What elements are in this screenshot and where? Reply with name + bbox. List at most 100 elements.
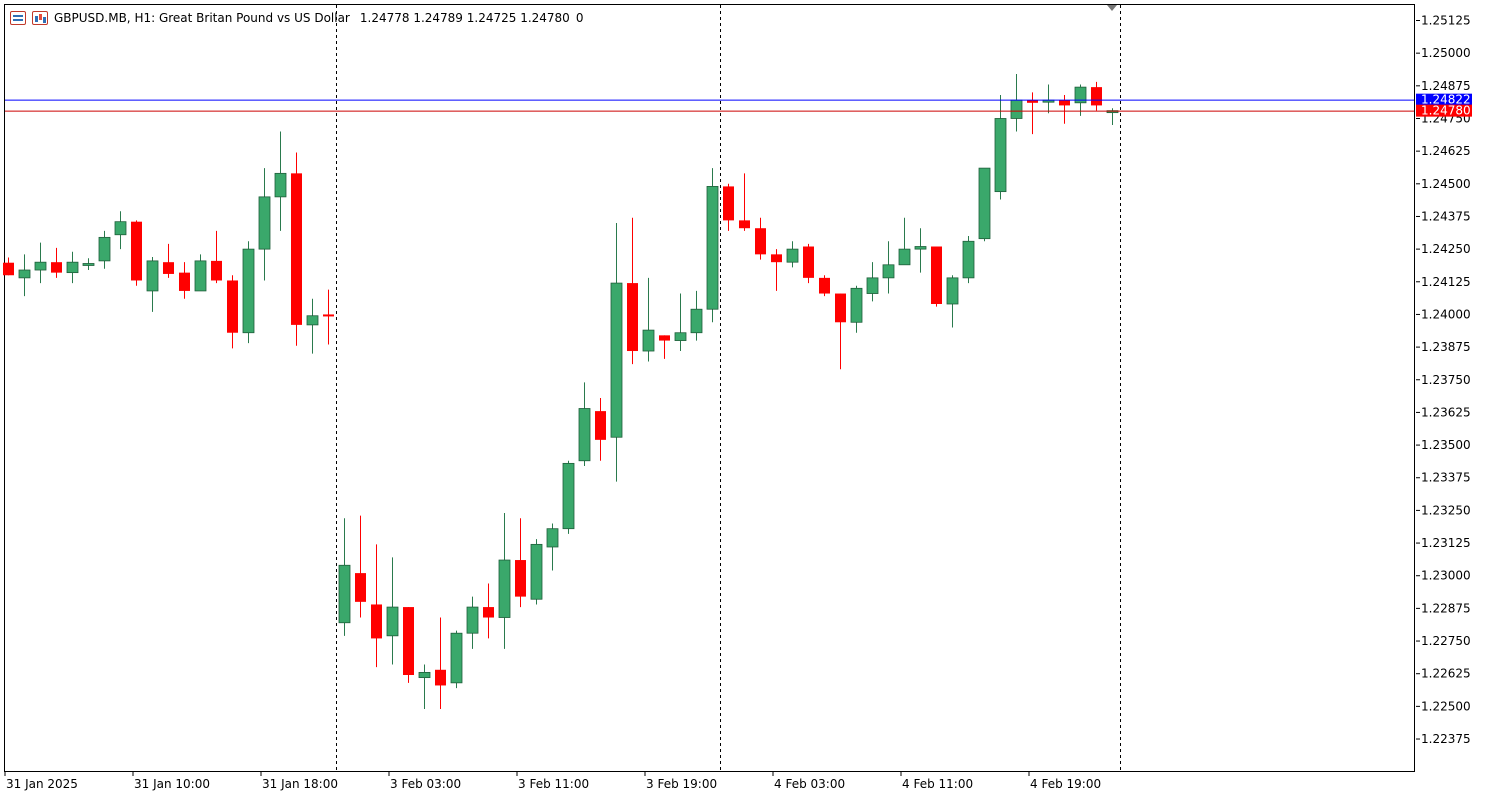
candle-body — [610, 282, 623, 438]
bear-candle — [835, 293, 846, 370]
time-label: 3 Feb 11:00 — [518, 777, 589, 791]
bear-candle — [1091, 81, 1102, 111]
candle-body — [466, 606, 479, 634]
chart-header: GBPUSD.MB, H1: Great Britan Pound vs US … — [10, 10, 583, 26]
bull-candle — [962, 236, 975, 284]
bear-candle — [1059, 94, 1070, 124]
price-label: 1.23750 — [1421, 373, 1471, 387]
bull-candle — [18, 254, 31, 297]
price-label: 1.25125 — [1421, 14, 1471, 28]
candle-body — [355, 573, 366, 602]
candle-body — [674, 332, 687, 341]
candle-body — [435, 669, 446, 686]
candle-body — [163, 262, 174, 274]
bear-candle — [179, 262, 190, 299]
bull-candle — [1010, 74, 1023, 132]
period-separators — [336, 5, 1121, 771]
chart-plot-area[interactable] — [4, 4, 1415, 772]
candle-body — [835, 293, 846, 323]
candle-body — [978, 167, 991, 240]
price-label: 1.24250 — [1421, 242, 1471, 256]
bear-candle — [931, 246, 942, 307]
chart-type-icon[interactable] — [32, 11, 48, 25]
candle-body — [211, 260, 222, 281]
bear-candle — [595, 398, 606, 461]
candle-body — [114, 221, 127, 236]
bull-candle — [786, 241, 799, 268]
bear-candle — [291, 152, 302, 346]
chart-shift-marker[interactable] — [1107, 5, 1117, 11]
chart-properties-icon[interactable] — [10, 11, 26, 25]
bull-candle — [1042, 84, 1055, 114]
price-label: 1.24000 — [1421, 307, 1471, 321]
price-label: 1.22625 — [1421, 667, 1471, 681]
candle-body — [578, 408, 591, 462]
candle-body — [498, 559, 511, 618]
time-label: 31 Jan 18:00 — [262, 777, 338, 791]
price-label: 1.24875 — [1421, 79, 1471, 93]
time-label: 31 Jan 2025 — [6, 777, 78, 791]
candle-body — [946, 277, 959, 305]
bear-candle — [723, 183, 734, 231]
bull-candle — [706, 168, 719, 323]
bull-candle — [882, 241, 895, 294]
candle-body — [483, 607, 494, 618]
candle-body — [898, 248, 911, 266]
candle-body — [914, 246, 927, 250]
price-label: 1.22750 — [1421, 634, 1471, 648]
bull-candle — [82, 258, 95, 271]
bear-candle — [227, 275, 238, 349]
time-label: 4 Feb 03:00 — [774, 777, 845, 791]
bull-candle — [546, 523, 559, 571]
candle-body — [786, 248, 799, 263]
candle-body — [866, 277, 879, 294]
candles — [3, 74, 1119, 709]
candle-body — [3, 262, 14, 276]
candle-body — [291, 173, 302, 325]
candle-body — [18, 269, 31, 279]
bull-candle — [98, 230, 111, 269]
candle-body — [819, 277, 830, 294]
candle-body — [706, 186, 719, 310]
candle-body — [51, 262, 62, 273]
candle-body — [850, 287, 863, 323]
bull-candle — [850, 285, 863, 333]
bull-candle — [914, 228, 927, 273]
price-label: 1.24375 — [1421, 209, 1471, 223]
bear-candle — [771, 249, 782, 291]
bull-candle — [898, 217, 911, 266]
price-label: 1.25000 — [1421, 46, 1471, 60]
bull-candle — [674, 293, 687, 352]
bull-candle — [498, 513, 511, 649]
time-label: 31 Jan 10:00 — [134, 777, 210, 791]
candle-body — [66, 261, 79, 274]
candle-body — [146, 260, 159, 292]
bull-candle — [258, 168, 271, 281]
candle-body — [386, 606, 399, 637]
time-label: 3 Feb 19:00 — [646, 777, 717, 791]
candle-body — [659, 335, 670, 341]
bull-candle — [642, 277, 655, 362]
price-label: 1.24500 — [1421, 177, 1471, 191]
bid-price-tag-bg — [1416, 93, 1472, 106]
bull-candle — [994, 94, 1007, 200]
bear-candle — [163, 243, 174, 278]
price-axis: 1.251251.250001.248751.247501.246251.245… — [1416, 14, 1471, 746]
candle-body — [242, 248, 255, 334]
bull-candle — [306, 298, 319, 354]
bull-candle — [562, 460, 575, 534]
ask-price-tag-label: 1.24780 — [1421, 104, 1471, 118]
candle-body — [1074, 86, 1087, 104]
bear-candle — [131, 220, 142, 286]
bull-candle — [386, 557, 399, 665]
candle-body — [274, 172, 287, 198]
candle-body — [227, 280, 238, 333]
price-label: 1.23250 — [1421, 503, 1471, 517]
tick-volume: 0 — [575, 11, 584, 25]
bull-candle — [610, 222, 623, 482]
candle-body — [931, 246, 942, 304]
price-lines — [5, 99, 1414, 112]
time-label: 4 Feb 19:00 — [1030, 777, 1101, 791]
candle-body — [771, 254, 782, 263]
bear-candle — [1027, 92, 1038, 135]
